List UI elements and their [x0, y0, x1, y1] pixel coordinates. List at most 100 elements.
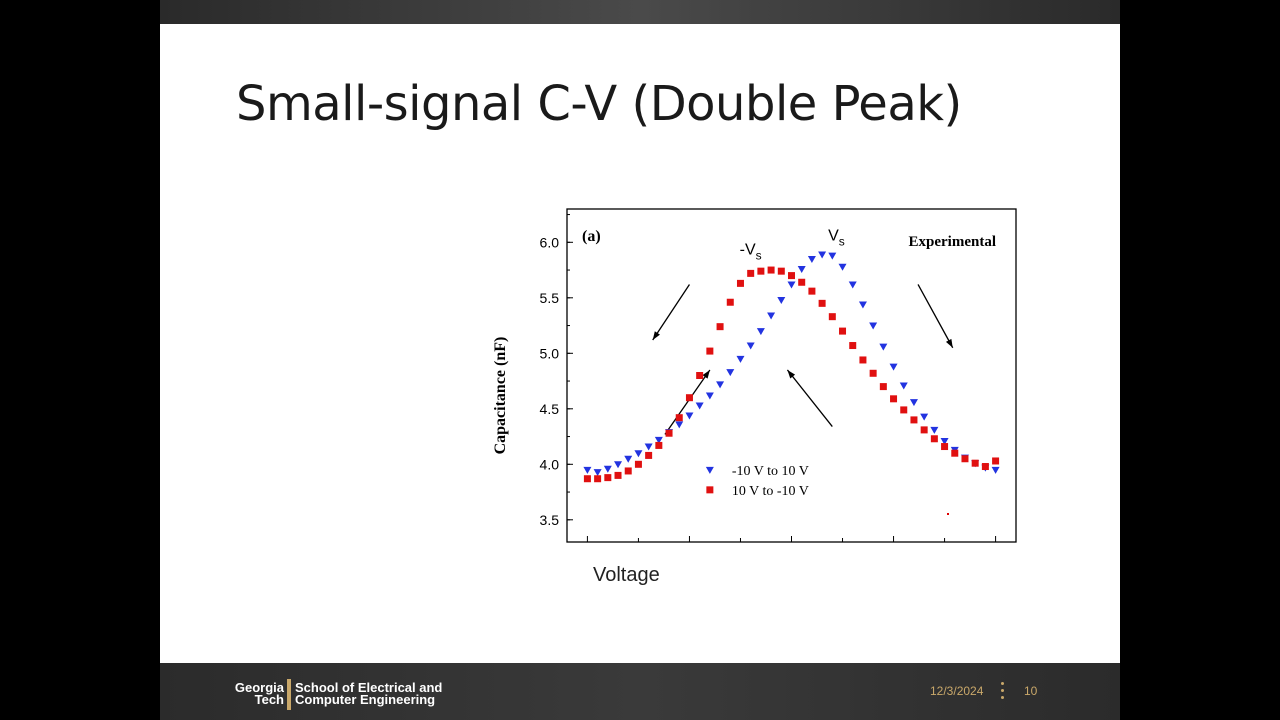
data-point-triangle	[777, 297, 786, 305]
data-point-square	[655, 441, 663, 449]
slide-page-number: 10	[1024, 684, 1038, 698]
data-point-triangle	[695, 402, 704, 410]
data-point-square	[920, 426, 928, 434]
data-point-square	[859, 356, 867, 364]
slide-footer: Georgia Tech School of Electrical and Comp…	[160, 663, 1120, 720]
data-point-square	[818, 299, 826, 307]
direction-arrow-line	[917, 284, 954, 349]
logo-school-text: School of Electrical and Computer Enginee…	[295, 680, 443, 707]
y-tick-label: 3.5	[540, 512, 560, 528]
data-point-triangle	[716, 381, 725, 389]
data-point-triangle	[675, 421, 684, 429]
data-point-triangle	[787, 281, 796, 289]
data-point-triangle	[736, 355, 745, 363]
data-point-triangle	[838, 263, 847, 271]
vertical-dots-divider	[1001, 682, 1004, 704]
data-point-square	[675, 414, 683, 422]
peak-label: -Vs	[740, 242, 762, 263]
data-point-square	[971, 459, 979, 467]
data-point-square	[808, 287, 816, 295]
data-point-square	[747, 269, 755, 277]
data-point-triangle	[756, 328, 765, 336]
direction-arrow-head	[702, 369, 710, 379]
slide: Small-signal C-V (Double Peak) 3.5 4.0 4.5…	[160, 24, 1120, 663]
data-point-triangle	[705, 392, 714, 400]
legend-label: 10 V to -10 V	[732, 484, 809, 499]
data-point-square	[583, 475, 591, 483]
data-point-triangle	[614, 461, 623, 469]
data-point-triangle	[869, 322, 878, 330]
data-point-square	[992, 457, 1000, 465]
data-point-square	[849, 342, 857, 350]
logo-georgia-tech-text: Georgia Tech	[234, 680, 284, 707]
data-point-triangle	[644, 443, 653, 451]
data-point-square	[767, 266, 775, 274]
logo-divider	[287, 679, 291, 710]
data-point-square	[645, 451, 653, 459]
window-top-bar	[160, 0, 1120, 24]
slide-date: 12/3/2024	[930, 684, 984, 698]
data-point-square	[941, 443, 949, 451]
data-point-triangle	[797, 265, 806, 273]
data-point-square	[696, 372, 704, 379]
direction-arrow-head	[652, 331, 660, 340]
data-point-square	[634, 460, 642, 468]
data-point-square	[869, 369, 877, 377]
data-point-triangle	[889, 363, 898, 371]
slide-title: Small-signal C-V (Double Peak)	[236, 76, 962, 132]
data-point-square	[706, 347, 714, 355]
data-point-square	[777, 267, 785, 275]
data-point-triangle	[634, 450, 643, 458]
data-point-square	[665, 429, 673, 437]
data-point-square	[757, 267, 765, 275]
data-point-square	[879, 383, 887, 391]
data-point-triangle	[726, 369, 735, 377]
data-point-square	[910, 416, 918, 424]
data-point-square	[900, 406, 908, 414]
data-point-square	[981, 463, 989, 471]
data-point-square	[726, 298, 734, 306]
y-tick-label: 4.0	[540, 456, 560, 472]
data-point-triangle	[603, 465, 612, 473]
data-point-triangle	[818, 251, 827, 259]
data-point-triangle	[920, 413, 929, 421]
legend-marker	[706, 486, 714, 494]
direction-arrow-line	[786, 369, 833, 427]
y-axis-label: Capacitance (nF)	[492, 337, 509, 455]
data-point-triangle	[593, 469, 602, 477]
direction-arrow-line	[652, 284, 690, 341]
data-point-triangle	[899, 382, 908, 390]
data-point-square	[961, 455, 969, 463]
data-point-triangle	[583, 466, 592, 474]
data-point-triangle	[624, 455, 633, 463]
y-tick-label: 4.5	[540, 401, 560, 417]
y-tick-label: 6.0	[540, 234, 560, 250]
data-point-square	[685, 394, 693, 402]
data-point-triangle	[930, 426, 939, 434]
data-point-square	[624, 467, 632, 475]
data-point-square	[798, 278, 806, 286]
data-point-triangle	[879, 343, 888, 351]
data-point-square	[930, 435, 938, 443]
data-point-square	[594, 475, 602, 483]
direction-arrow-head	[787, 369, 796, 379]
data-point-triangle	[654, 436, 663, 444]
x-axis-caption-text: Voltage	[593, 564, 660, 586]
experimental-annotation: Experimental	[909, 234, 997, 250]
legend-marker	[705, 466, 714, 474]
data-point-triangle	[828, 252, 837, 260]
data-point-square	[828, 313, 836, 321]
peak-label: Vs	[828, 227, 845, 248]
laser-pointer-dot	[947, 513, 949, 515]
data-point-triangle	[807, 255, 816, 263]
data-point-square	[839, 327, 847, 335]
data-point-triangle	[940, 437, 949, 445]
data-point-triangle	[991, 466, 1000, 474]
data-point-square	[604, 474, 612, 482]
cv-chart: 3.5 4.0 4.5 5.0 5.5 6.0 Capacitance (nF) (a) Exp…	[492, 208, 1017, 543]
panel-label: (a)	[582, 228, 601, 245]
data-point-square	[716, 323, 724, 331]
data-point-square	[736, 279, 744, 287]
data-point-square	[614, 471, 622, 479]
data-point-triangle	[848, 281, 857, 289]
